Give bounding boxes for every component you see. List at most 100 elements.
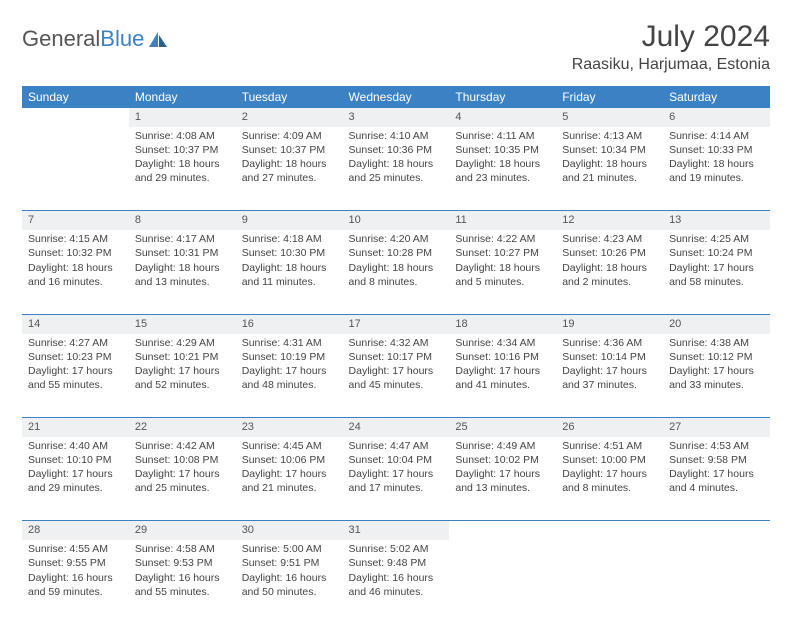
daylight-text: Daylight: 17 hours [242, 467, 337, 481]
weekday-header: Tuesday [236, 86, 343, 108]
daylight-text: and 33 minutes. [669, 378, 764, 392]
weekday-header: Saturday [663, 86, 770, 108]
daylight-text: and 13 minutes. [135, 275, 230, 289]
daylight-text: Daylight: 17 hours [669, 364, 764, 378]
daylight-text: and 29 minutes. [28, 481, 123, 495]
day-number-cell: 5 [556, 108, 663, 127]
day-number-cell: 7 [22, 211, 129, 230]
daylight-text: Daylight: 17 hours [242, 364, 337, 378]
day-number-cell [663, 521, 770, 540]
day-number-cell: 8 [129, 211, 236, 230]
daylight-text: and 5 minutes. [455, 275, 550, 289]
sunset-text: Sunset: 10:26 PM [562, 246, 657, 260]
daylight-text: and 17 minutes. [349, 481, 444, 495]
sunrise-text: Sunrise: 4:23 AM [562, 232, 657, 246]
daylight-text: and 29 minutes. [135, 171, 230, 185]
daylight-text: Daylight: 18 hours [669, 157, 764, 171]
day-content-row: Sunrise: 4:55 AMSunset: 9:55 PMDaylight:… [22, 540, 770, 624]
day-cell: Sunrise: 4:08 AMSunset: 10:37 PMDaylight… [129, 127, 236, 211]
daylight-text: and 55 minutes. [135, 585, 230, 599]
sunrise-text: Sunrise: 4:09 AM [242, 129, 337, 143]
day-number-cell: 22 [129, 418, 236, 437]
sunset-text: Sunset: 10:04 PM [349, 453, 444, 467]
day-cell: Sunrise: 4:20 AMSunset: 10:28 PMDaylight… [343, 230, 450, 314]
sunset-text: Sunset: 10:21 PM [135, 350, 230, 364]
day-content-row: Sunrise: 4:27 AMSunset: 10:23 PMDaylight… [22, 334, 770, 418]
daylight-text: Daylight: 16 hours [28, 571, 123, 585]
daylight-text: Daylight: 17 hours [349, 467, 444, 481]
day-number-row: 123456 [22, 108, 770, 127]
daylight-text: Daylight: 17 hours [135, 364, 230, 378]
daylight-text: and 27 minutes. [242, 171, 337, 185]
sunrise-text: Sunrise: 4:22 AM [455, 232, 550, 246]
day-number-cell [556, 521, 663, 540]
sunrise-text: Sunrise: 4:18 AM [242, 232, 337, 246]
day-number-cell: 13 [663, 211, 770, 230]
day-cell: Sunrise: 4:49 AMSunset: 10:02 PMDaylight… [449, 437, 556, 521]
daylight-text: Daylight: 17 hours [455, 364, 550, 378]
sunrise-text: Sunrise: 4:15 AM [28, 232, 123, 246]
day-number-cell: 3 [343, 108, 450, 127]
daylight-text: and 46 minutes. [349, 585, 444, 599]
sunrise-text: Sunrise: 4:49 AM [455, 439, 550, 453]
sunset-text: Sunset: 10:28 PM [349, 246, 444, 260]
day-cell [449, 540, 556, 624]
daylight-text: and 58 minutes. [669, 275, 764, 289]
daylight-text: Daylight: 18 hours [455, 261, 550, 275]
page-header: GeneralBlue July 2024 Raasiku, Harjumaa,… [22, 20, 770, 74]
calendar-body: 123456Sunrise: 4:08 AMSunset: 10:37 PMDa… [22, 108, 770, 624]
day-cell: Sunrise: 4:23 AMSunset: 10:26 PMDaylight… [556, 230, 663, 314]
daylight-text: Daylight: 17 hours [28, 467, 123, 481]
day-cell: Sunrise: 4:29 AMSunset: 10:21 PMDaylight… [129, 334, 236, 418]
day-cell [663, 540, 770, 624]
sunset-text: Sunset: 10:19 PM [242, 350, 337, 364]
daylight-text: and 8 minutes. [562, 481, 657, 495]
weekday-header: Wednesday [343, 86, 450, 108]
day-cell: Sunrise: 4:45 AMSunset: 10:06 PMDaylight… [236, 437, 343, 521]
day-number-row: 21222324252627 [22, 418, 770, 437]
day-number-cell [449, 521, 556, 540]
weekday-header: Sunday [22, 86, 129, 108]
day-number-cell: 16 [236, 314, 343, 333]
day-number-cell: 20 [663, 314, 770, 333]
day-cell: Sunrise: 4:27 AMSunset: 10:23 PMDaylight… [22, 334, 129, 418]
day-cell: Sunrise: 4:55 AMSunset: 9:55 PMDaylight:… [22, 540, 129, 624]
daylight-text: Daylight: 16 hours [135, 571, 230, 585]
sunrise-text: Sunrise: 4:38 AM [669, 336, 764, 350]
daylight-text: and 23 minutes. [455, 171, 550, 185]
sunset-text: Sunset: 10:02 PM [455, 453, 550, 467]
sunrise-text: Sunrise: 4:17 AM [135, 232, 230, 246]
logo: GeneralBlue [22, 20, 168, 52]
day-number-cell: 30 [236, 521, 343, 540]
day-cell: Sunrise: 5:02 AMSunset: 9:48 PMDaylight:… [343, 540, 450, 624]
sunset-text: Sunset: 9:48 PM [349, 556, 444, 570]
day-number-cell: 31 [343, 521, 450, 540]
day-cell: Sunrise: 4:51 AMSunset: 10:00 PMDaylight… [556, 437, 663, 521]
daylight-text: Daylight: 18 hours [562, 261, 657, 275]
daylight-text: and 21 minutes. [242, 481, 337, 495]
day-number-row: 78910111213 [22, 211, 770, 230]
daylight-text: Daylight: 18 hours [135, 157, 230, 171]
day-content-row: Sunrise: 4:08 AMSunset: 10:37 PMDaylight… [22, 127, 770, 211]
day-number-cell: 11 [449, 211, 556, 230]
day-cell: Sunrise: 4:34 AMSunset: 10:16 PMDaylight… [449, 334, 556, 418]
sunrise-text: Sunrise: 4:58 AM [135, 542, 230, 556]
daylight-text: and 25 minutes. [349, 171, 444, 185]
daylight-text: and 2 minutes. [562, 275, 657, 289]
daylight-text: and 21 minutes. [562, 171, 657, 185]
sunset-text: Sunset: 10:10 PM [28, 453, 123, 467]
day-number-row: 28293031 [22, 521, 770, 540]
logo-text-2: Blue [100, 26, 144, 52]
day-number-cell: 12 [556, 211, 663, 230]
daylight-text: Daylight: 17 hours [349, 364, 444, 378]
sunset-text: Sunset: 10:14 PM [562, 350, 657, 364]
day-cell [22, 127, 129, 211]
day-number-cell: 28 [22, 521, 129, 540]
sunset-text: Sunset: 10:31 PM [135, 246, 230, 260]
day-number-cell: 24 [343, 418, 450, 437]
day-cell [556, 540, 663, 624]
sunset-text: Sunset: 10:08 PM [135, 453, 230, 467]
sunrise-text: Sunrise: 4:40 AM [28, 439, 123, 453]
daylight-text: Daylight: 17 hours [455, 467, 550, 481]
day-number-row: 14151617181920 [22, 314, 770, 333]
